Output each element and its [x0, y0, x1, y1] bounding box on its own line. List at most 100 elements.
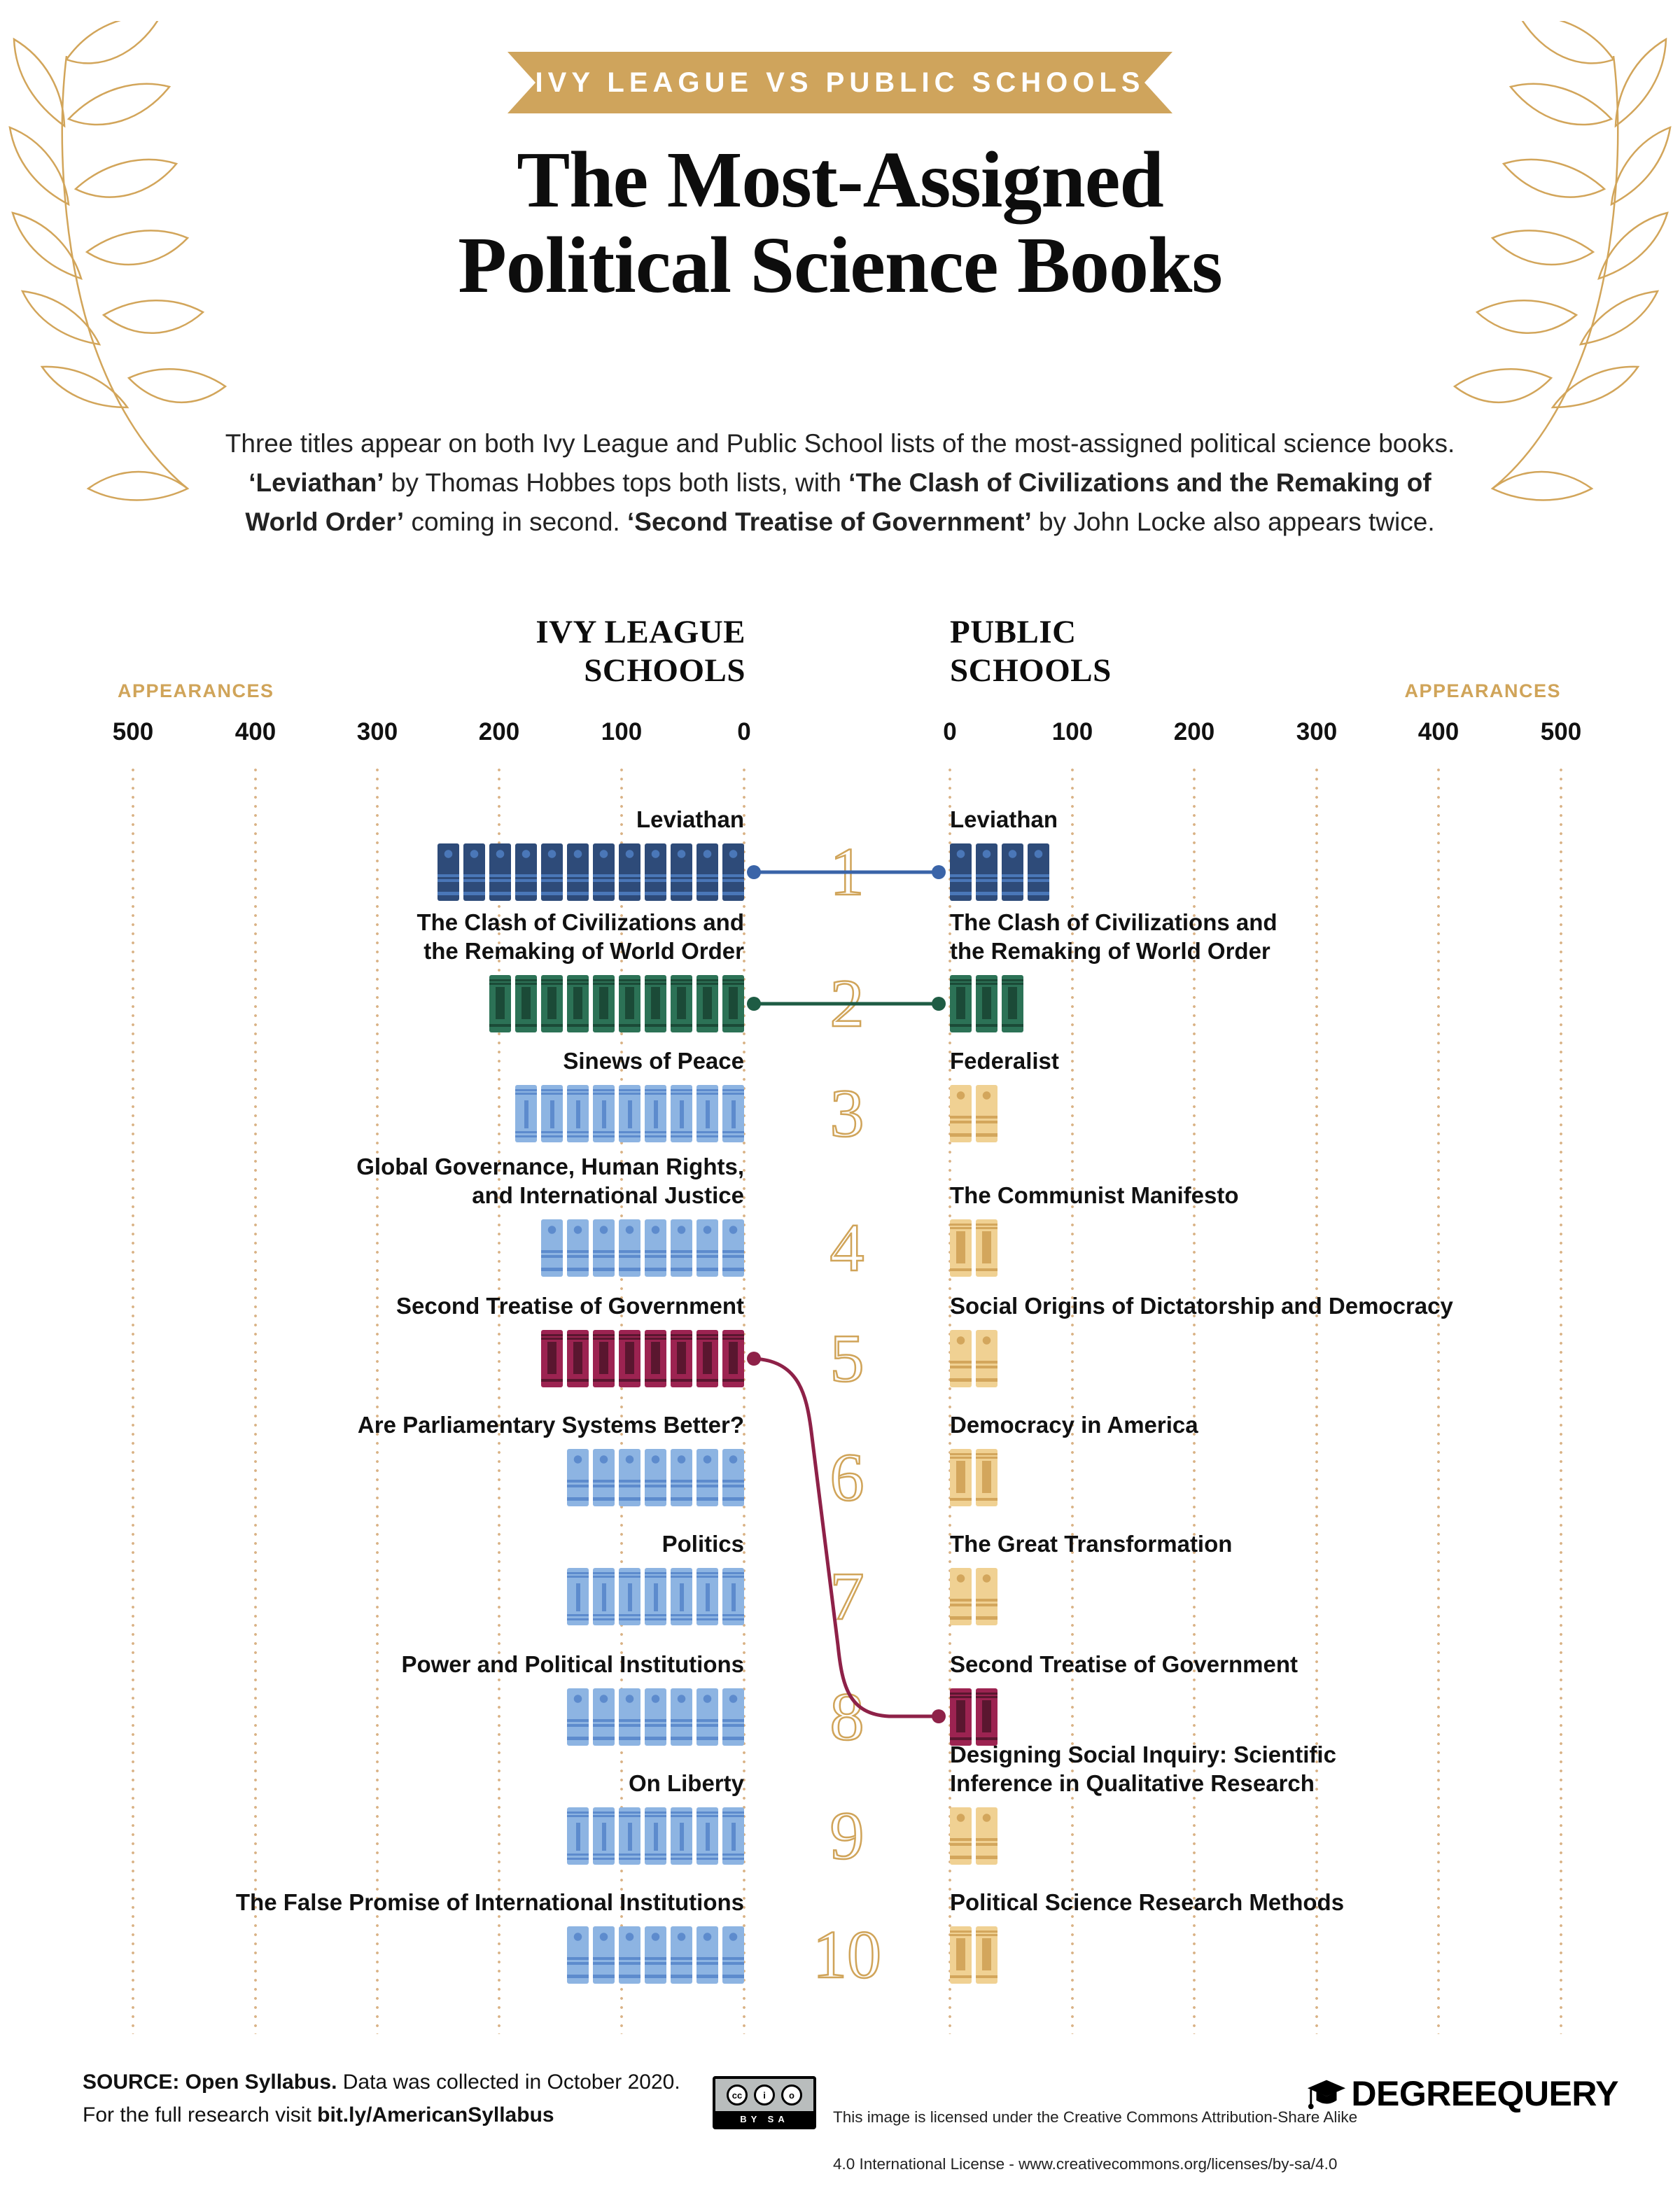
text-segment: by Thomas Hobbes tops both lists, with: [384, 468, 849, 498]
ivy-book-title: Sinews of Peace: [563, 1047, 744, 1074]
public-schools-column-header: PUBLIC SCHOOLS: [950, 614, 1112, 689]
book-icon: [722, 1085, 744, 1142]
book-icon: [950, 1330, 972, 1387]
book-icon: [671, 1568, 692, 1625]
text-segment: ‘Second Treatise of Government’: [626, 507, 1032, 537]
book-icon: [593, 975, 615, 1032]
axis-tick-label: 100: [1051, 718, 1093, 745]
public-book-title: The Great Transformation: [950, 1530, 1233, 1557]
book-icon: [976, 843, 997, 901]
book-icon: [696, 1330, 718, 1387]
book-icon: [619, 1568, 640, 1625]
book-icon: [515, 843, 537, 901]
book-icon: [489, 843, 511, 901]
book-icon: [722, 1568, 744, 1625]
axis-tick-label: 500: [1540, 718, 1582, 745]
book-icon: [976, 1926, 997, 1984]
book-icon: [696, 1219, 718, 1277]
rank-row-8: Power and Political Institutions Second T…: [0, 1651, 1680, 1756]
rank-row-4: Global Governance, Human Rights, and Int…: [0, 1154, 1680, 1287]
book-icon: [671, 1330, 692, 1387]
book-icon: [593, 1568, 615, 1625]
gridline: [376, 767, 379, 2034]
ivy-book-title: Leviathan: [636, 806, 744, 832]
rank-row-7: Politics The Great Transformation 7: [0, 1531, 1680, 1635]
laurel-branch-right-icon: [1452, 21, 1672, 501]
book-icon: [593, 1926, 615, 1984]
degreequery-logo: DEGREEQUERY: [1306, 2073, 1618, 2114]
book-icon: [567, 1085, 589, 1142]
pub-books-bar: [950, 1926, 997, 1984]
book-icon: [619, 1688, 640, 1746]
book-icon: [722, 843, 744, 901]
book-icon: [696, 1085, 718, 1142]
book-icon: [593, 1330, 615, 1387]
text-segment: SOURCE: Open Syllabus.: [83, 2071, 337, 2094]
book-icon: [1028, 843, 1049, 901]
book-icon: [645, 1449, 666, 1506]
book-icon: [593, 1219, 615, 1277]
axis-tick-label: 0: [943, 718, 957, 745]
book-icon: [671, 975, 692, 1032]
book-icon: [645, 843, 666, 901]
book-icon: [1002, 975, 1023, 1032]
rank-row-2: The Clash of Civilizations and the Remak…: [0, 909, 1680, 1043]
book-icon: [671, 1688, 692, 1746]
rank-number: 5: [829, 1320, 865, 1398]
text-segment: For the full research visit: [83, 2103, 312, 2127]
public-book-title: Second Treatise of Government: [950, 1651, 1298, 1677]
book-icon: [976, 1568, 997, 1625]
axis-tick-label: 400: [234, 718, 276, 745]
ivy-books-bar: [567, 1688, 744, 1746]
book-icon: [645, 1926, 666, 1984]
text-segment: bit.ly/AmericanSyllabus: [317, 2103, 554, 2127]
book-icon: [567, 843, 589, 901]
license-line2: 4.0 International License - www.creative…: [833, 2155, 1338, 2173]
gridline: [1437, 767, 1440, 2034]
ivy-books-bar: [541, 1219, 744, 1277]
license-line1: This image is licensed under the Creativ…: [833, 2108, 1358, 2126]
book-icon: [976, 1085, 997, 1142]
rank-number: 6: [829, 1439, 865, 1517]
book-icon: [619, 1219, 640, 1277]
book-icon: [696, 1807, 718, 1865]
pub-books-bar: [950, 1568, 997, 1625]
rank-row-5: Second Treatise of Government Social Orig…: [0, 1293, 1680, 1398]
book-icon: [567, 1807, 589, 1865]
book-icon: [976, 1449, 997, 1506]
book-icon: [696, 843, 718, 901]
book-icon: [976, 1807, 997, 1865]
book-icon: [645, 1330, 666, 1387]
gridline: [743, 767, 746, 2034]
book-icon: [645, 1568, 666, 1625]
gridline: [620, 767, 623, 2034]
cc-icon: cc: [727, 2085, 748, 2106]
book-icon: [1002, 843, 1023, 901]
book-icon: [567, 1219, 589, 1277]
pub-books-bar: [950, 1219, 997, 1277]
pub-books-bar: [950, 1449, 997, 1506]
ivy-books-bar: [567, 1807, 744, 1865]
book-icon: [438, 843, 459, 901]
book-icon: [976, 1219, 997, 1277]
book-icon: [950, 1219, 972, 1277]
logo-text: DEGREEQUERY: [1351, 2074, 1618, 2113]
axis-tick-label: 400: [1418, 718, 1460, 745]
rank-row-1: Leviathan Leviathan 1: [0, 806, 1680, 911]
book-icon: [593, 1807, 615, 1865]
book-icon: [541, 1085, 563, 1142]
axis-tick-label: 300: [1296, 718, 1338, 745]
axis-tick-label: 200: [478, 718, 520, 745]
book-icon: [515, 975, 537, 1032]
ivy-books-bar: [567, 1449, 744, 1506]
ivy-book-title: Are Parliamentary Systems Better?: [357, 1411, 744, 1438]
book-icon: [645, 1085, 666, 1142]
book-icon: [541, 1219, 563, 1277]
graduation-cap-icon: [1308, 2080, 1346, 2110]
book-icon: [619, 1807, 640, 1865]
book-icon: [567, 1926, 589, 1984]
book-icon: [722, 1449, 744, 1506]
page-title-line2: Political Science Books: [458, 220, 1223, 309]
axis-tick-label: 0: [737, 718, 751, 745]
book-icon: [593, 1449, 615, 1506]
